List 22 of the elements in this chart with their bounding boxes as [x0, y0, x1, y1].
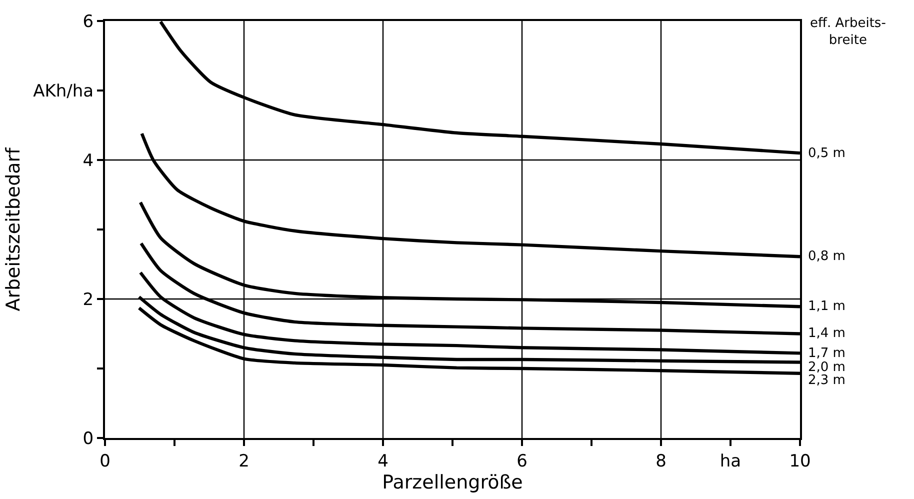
series-label: 2,0 m	[808, 360, 846, 375]
x-tick-label: 2	[238, 451, 250, 472]
y-axis-title: Arbeitszeitbedarf	[2, 146, 24, 312]
y-tick-label: 4	[82, 150, 94, 171]
y-tick-label: 0	[82, 428, 94, 449]
x-tick-label: 4	[378, 451, 388, 472]
series-label: 2,3 m	[808, 373, 846, 388]
series-label: 1,7 m	[808, 346, 846, 361]
x-axis-title: Parzellengröße	[382, 471, 523, 494]
series-label: 1,1 m	[808, 299, 846, 314]
x-tick-label: 10	[789, 451, 811, 472]
y-tick-label: AKh/ha	[33, 81, 94, 102]
series-label: 1,4 m	[808, 326, 846, 341]
x-tick-label: 0	[100, 451, 110, 472]
y-tick-label: 2	[82, 290, 94, 310]
x-tick-label: 6	[516, 451, 528, 472]
x-tick-label: 8	[656, 451, 666, 472]
y-tick-label: 6	[82, 12, 94, 32]
series-label: 0,8 m	[808, 249, 846, 264]
series-label: 0,5 m	[808, 146, 846, 161]
legend-title: eff. Arbeits- breite	[810, 16, 886, 48]
x-tick-label: ha	[720, 451, 742, 472]
